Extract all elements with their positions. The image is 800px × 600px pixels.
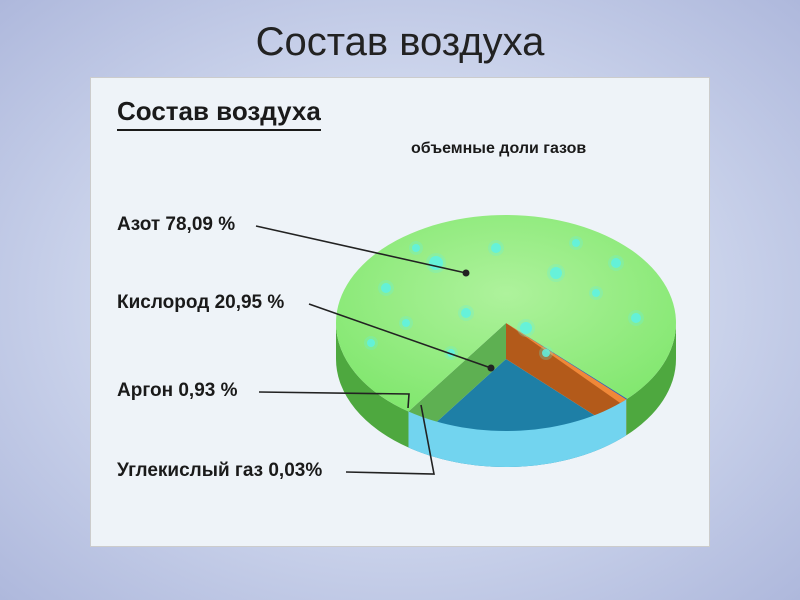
bubble-glow [458,305,474,321]
label-nitrogen: Азот 78,09 % [117,214,235,236]
bubble-glow [517,319,535,337]
bubble-glow [409,241,423,255]
label-co2: Углекислый газ 0,03% [117,460,322,482]
bubble-glow [628,310,644,326]
panel-title: Состав воздуха [117,96,321,131]
pie-svg [316,153,696,533]
bubble-glow [364,336,378,350]
bubble-glow [426,253,446,273]
page-title: Состав воздуха [256,20,545,65]
chart-panel: Состав воздуха объемные доли газов Азот … [90,77,710,547]
bubble-glow [589,286,603,300]
pie-chart [316,153,696,533]
bubble-glow [488,240,504,256]
pointer-dot-oxygen [488,365,495,372]
label-oxygen: Кислород 20,95 % [117,292,284,314]
bubble-glow [539,346,553,360]
bubble-glow [378,280,394,296]
bubble-glow [399,316,413,330]
bubble-glow [569,236,583,250]
pointer-dot-nitrogen [463,270,470,277]
bubble-glow [547,264,565,282]
label-argon: Аргон 0,93 % [117,380,238,402]
bubble-glow [608,255,624,271]
